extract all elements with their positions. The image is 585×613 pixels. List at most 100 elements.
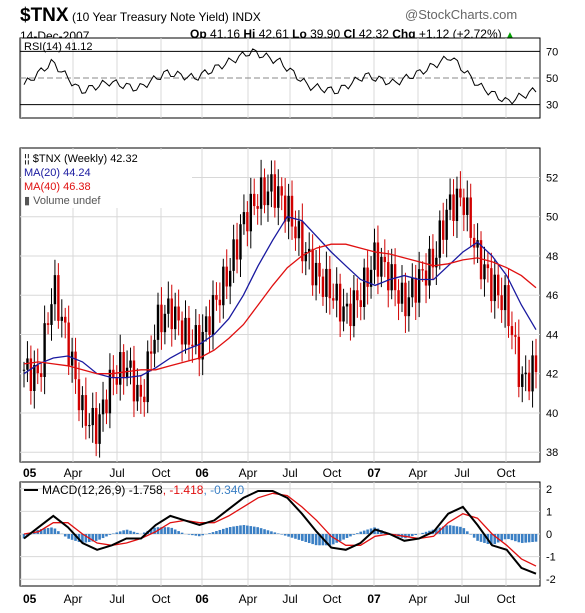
macd-histogram-bar xyxy=(225,527,229,534)
price-bar-body xyxy=(225,266,228,287)
price-bar-body xyxy=(294,226,297,239)
price-bar-body xyxy=(287,195,290,222)
macd-histogram-bar xyxy=(469,534,473,535)
macd-histogram-bar xyxy=(266,530,270,534)
macd-histogram-bar xyxy=(218,529,222,534)
macd-histogram-bar xyxy=(335,534,338,543)
price-bar-body xyxy=(514,335,517,337)
macd-tick-label: 2 xyxy=(546,484,552,496)
legend-entry: MA(20) 44.24 xyxy=(24,167,91,179)
price-bar-body xyxy=(259,177,263,209)
price-bar-body xyxy=(497,274,500,296)
price-bar-body xyxy=(534,355,538,373)
price-bar-body xyxy=(239,224,242,260)
macd-histogram-bar xyxy=(39,529,43,534)
price-bar-body xyxy=(211,295,215,335)
price-bar-body xyxy=(108,369,112,414)
macd-histogram-bar xyxy=(84,534,88,543)
macd-tick-label: -2 xyxy=(546,574,556,586)
x-tick-label: 05 xyxy=(23,466,37,480)
macd-histogram-bar xyxy=(500,534,503,541)
price-bar-body xyxy=(84,395,88,426)
macd-histogram-bar xyxy=(63,534,67,537)
macd-histogram-bar xyxy=(201,534,204,536)
price-bar-body xyxy=(476,240,479,248)
macd-histogram-bar xyxy=(287,534,290,537)
macd-histogram-bar xyxy=(421,532,424,534)
price-bar-body xyxy=(438,220,441,258)
x-tick-label: Oct xyxy=(323,466,342,480)
macd-histogram-bar xyxy=(352,534,356,535)
macd-histogram-bar xyxy=(208,533,211,534)
price-bar-body xyxy=(297,221,301,239)
price-bar-body xyxy=(424,270,428,286)
price-bar-body xyxy=(39,373,43,377)
x-tick-label: Apr xyxy=(239,466,258,480)
price-bar-body xyxy=(325,268,328,297)
price-bar-body xyxy=(156,304,160,340)
price-bar-body xyxy=(466,197,469,215)
macd-histogram-bar xyxy=(187,534,191,535)
price-bar-body xyxy=(352,290,356,327)
price-bar-body xyxy=(383,256,387,263)
price-bar-body xyxy=(215,295,218,300)
macd-histogram-bar xyxy=(520,534,524,543)
macd-histogram-bar xyxy=(149,529,153,534)
price-bar-body xyxy=(338,283,342,322)
price-bar-body xyxy=(91,407,94,426)
macd-histogram-bar xyxy=(252,526,256,534)
macd-histogram-bar xyxy=(125,529,129,534)
macd-histogram-bar xyxy=(534,534,538,542)
price-bar-body xyxy=(414,277,417,303)
price-bar-body xyxy=(335,283,338,301)
macd-histogram-bar xyxy=(70,534,74,540)
price-bar-body xyxy=(500,295,503,311)
price-bar-body xyxy=(527,372,531,392)
macd-histogram-bar xyxy=(94,534,98,541)
price-bar-body xyxy=(232,239,235,271)
x-tick-label: Jul xyxy=(109,466,124,480)
price-bar-body xyxy=(163,313,167,333)
macd-histogram-bar xyxy=(366,529,369,534)
macd-histogram-bar xyxy=(173,529,177,534)
price-bar-body xyxy=(94,407,98,444)
macd-histogram-bar xyxy=(170,527,174,534)
macd-histogram-bar xyxy=(108,534,112,535)
x-tick-label: Apr xyxy=(64,466,83,480)
macd-histogram-bar xyxy=(297,534,301,540)
price-bar-body xyxy=(60,316,63,321)
price-bar-body xyxy=(507,285,510,327)
price-bar-body xyxy=(486,264,490,269)
macd-histogram-bar xyxy=(22,534,26,539)
x-tick-label: 06 xyxy=(195,592,209,606)
macd-histogram-bar xyxy=(428,530,431,534)
macd-histogram-bar xyxy=(524,534,527,543)
macd-histogram-bar xyxy=(153,527,156,534)
macd-histogram-bar xyxy=(410,534,414,537)
macd-histogram-bar xyxy=(163,527,167,534)
price-bar-body xyxy=(201,331,204,360)
price-bar-body xyxy=(318,262,321,277)
chart-description: (10 Year Treasury Note Yield) INDX xyxy=(72,10,261,24)
price-bar-body xyxy=(277,186,280,208)
brand-logo[interactable]: @StockCharts.com xyxy=(405,7,518,22)
price-bar-body xyxy=(208,316,211,335)
price-bar-body xyxy=(490,268,493,302)
exchange-text: INDX xyxy=(232,10,261,24)
macd-histogram-bar xyxy=(160,527,163,534)
macd-histogram-bar xyxy=(331,534,335,545)
price-bar-body xyxy=(198,325,201,360)
price-bar-body xyxy=(177,306,180,321)
macd-histogram-bar xyxy=(242,525,246,534)
macd-histogram-bar xyxy=(472,534,476,538)
macd-histogram-bar xyxy=(122,530,125,534)
price-bar-body xyxy=(187,317,191,345)
price-bar-body xyxy=(417,269,421,303)
price-bar-body xyxy=(256,206,259,209)
price-bar-body xyxy=(311,248,314,286)
rsi-line xyxy=(23,48,537,105)
price-bar-body xyxy=(290,195,294,227)
price-bar-body xyxy=(428,248,431,286)
x-tick-label: Jul xyxy=(454,592,469,606)
macd-histogram-bar xyxy=(362,530,366,534)
